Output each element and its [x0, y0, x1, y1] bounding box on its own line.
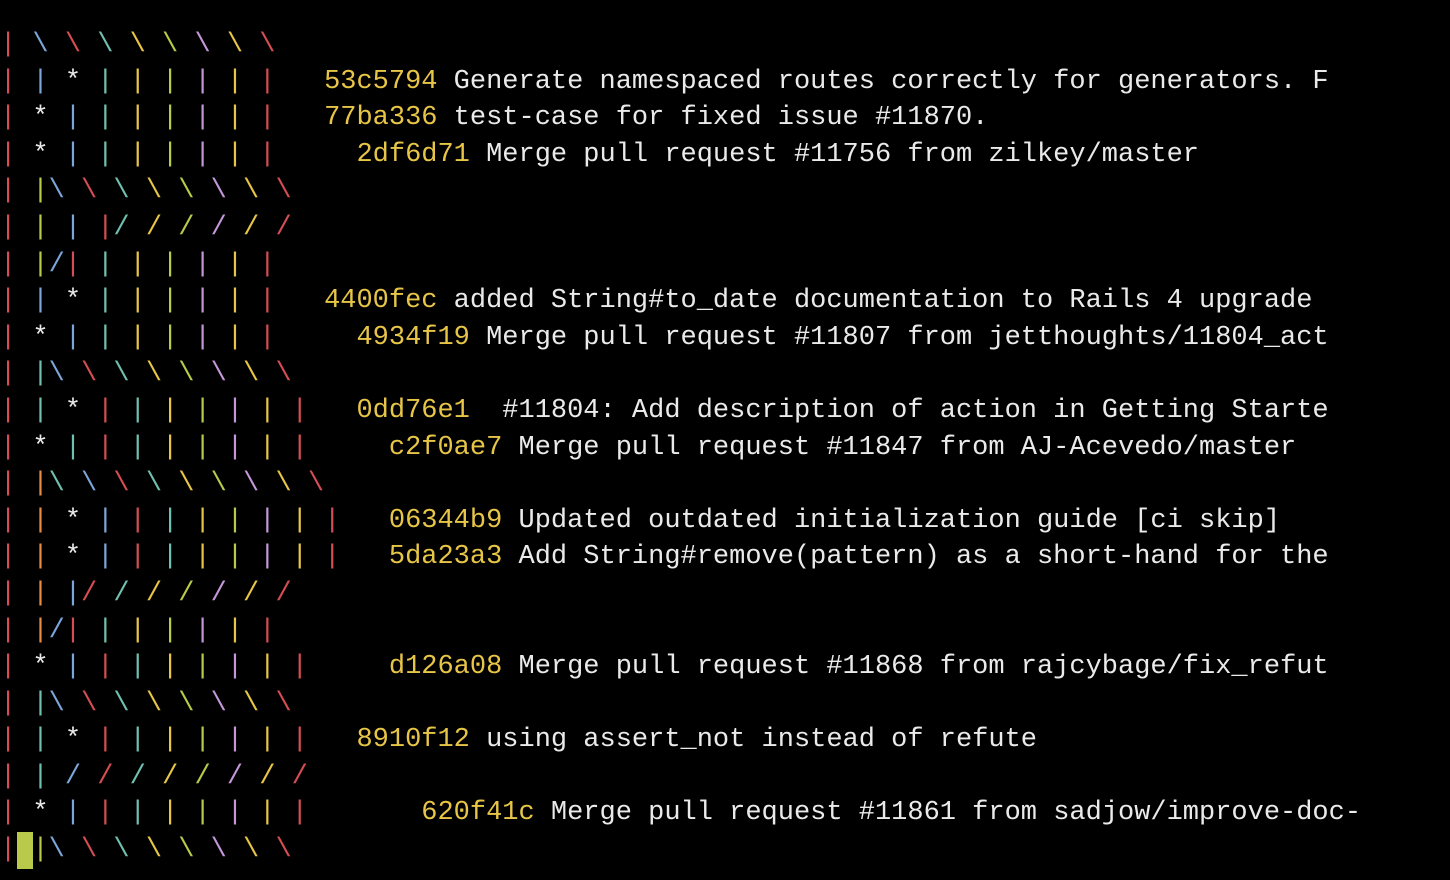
terminal-line: | |\ \ \ \ \ \ \ \	[0, 686, 1450, 723]
terminal-line: | \ \ \ \ \ \ \ \	[0, 27, 1450, 64]
terminal-line: | | | |/ / / / / /	[0, 210, 1450, 247]
terminal-line: | |/| | | | | | |	[0, 247, 1450, 284]
terminal-line: | * | | | | | | | | d126a08 Merge pull r…	[0, 649, 1450, 686]
terminal-line: | | * | | | | | | | | 06344b9 Updated ou…	[0, 503, 1450, 540]
terminal-line: | | * | | | | | | | 0dd76e1 #11804: Add …	[0, 393, 1450, 430]
git-log-graph-output: | \ \ \ \ \ \ \ \| | * | | | | | | 53c57…	[0, 27, 1450, 869]
terminal-line: | * | | | | | | | | 620f41c Merge pull r…	[0, 795, 1450, 832]
terminal-line: | | * | | | | | | 53c5794 Generate names…	[0, 64, 1450, 101]
terminal-line: | * | | | | | | | 4934f19 Merge pull req…	[0, 320, 1450, 357]
terminal-line: | * | | | | | | | 77ba336 test-case for …	[0, 100, 1450, 137]
terminal-line: | |/| | | | | | |	[0, 613, 1450, 650]
terminal-line: | |\ \ \ \ \ \ \ \ \	[0, 466, 1450, 503]
terminal-line: | |\ \ \ \ \ \ \ \	[0, 832, 1450, 869]
terminal-line: | * | | | | | | | | c2f0ae7 Merge pull r…	[0, 430, 1450, 467]
terminal-cursor	[17, 832, 34, 869]
terminal-line: | |\ \ \ \ \ \ \ \	[0, 356, 1450, 393]
terminal-line: | | / / / / / / / /	[0, 759, 1450, 796]
terminal-line: | |\ \ \ \ \ \ \ \	[0, 173, 1450, 210]
terminal-line: | * | | | | | | | 2df6d71 Merge pull req…	[0, 137, 1450, 174]
terminal-line: | | * | | | | | | | | 5da23a3 Add String…	[0, 539, 1450, 576]
terminal-line: | | * | | | | | | | 8910f12 using assert…	[0, 722, 1450, 759]
terminal-line: | | |/ / / / / / /	[0, 576, 1450, 613]
terminal-line: | | * | | | | | | 4400fec added String#t…	[0, 283, 1450, 320]
